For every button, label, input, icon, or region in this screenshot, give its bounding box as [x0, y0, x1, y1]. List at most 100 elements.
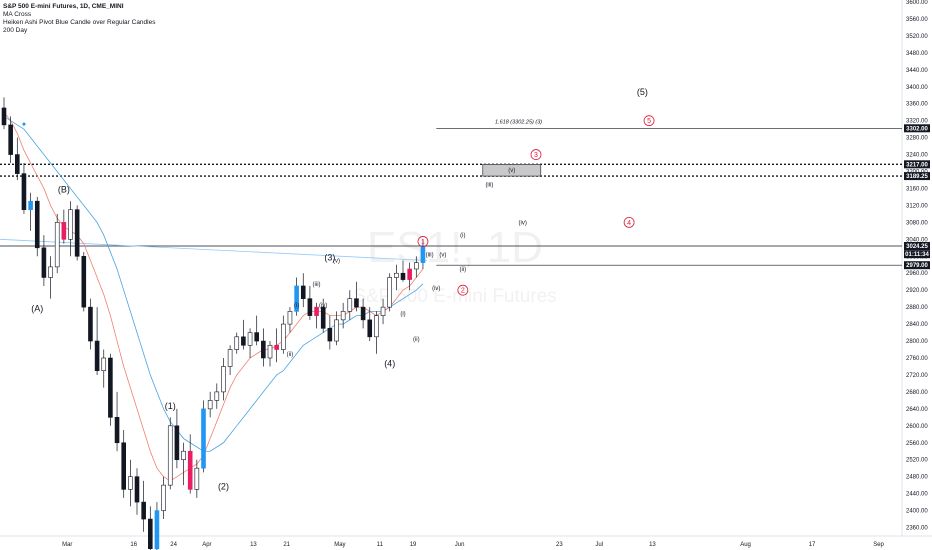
price-axis-tag[interactable]: 3189.25: [904, 172, 930, 181]
circled-wave-label: 5: [643, 115, 655, 127]
candle[interactable]: [374, 311, 379, 354]
indicator-200-day[interactable]: 200 Day: [3, 27, 28, 34]
candle[interactable]: [380, 298, 386, 325]
candle[interactable]: [207, 391, 213, 418]
candle[interactable]: [34, 196, 40, 257]
candle[interactable]: [367, 307, 373, 342]
candle[interactable]: [227, 345, 233, 375]
candle[interactable]: [108, 353, 113, 426]
candle[interactable]: [54, 213, 60, 274]
candle[interactable]: [400, 260, 406, 282]
candle[interactable]: [294, 277, 299, 316]
y-tick-label: 3560.00: [906, 17, 928, 23]
candle-body: [307, 298, 313, 316]
candle[interactable]: [48, 256, 53, 299]
price-axis-tag[interactable]: 01:11:34: [904, 250, 930, 259]
pivot-star-icon: ✦: [21, 120, 28, 129]
candle-body: [380, 306, 386, 316]
circle-marker: [417, 236, 429, 247]
candle[interactable]: [161, 476, 166, 520]
candle[interactable]: [234, 332, 240, 354]
wave-label: (iv): [519, 221, 527, 227]
candle[interactable]: [327, 315, 333, 350]
price-axis-tag[interactable]: 3217.00: [904, 160, 930, 169]
price-axis-tag[interactable]: 3302.00: [904, 124, 930, 132]
candle[interactable]: [167, 417, 173, 490]
candle[interactable]: [267, 341, 273, 367]
candle[interactable]: [1, 97, 7, 130]
candle[interactable]: [128, 459, 133, 507]
candle[interactable]: [354, 281, 359, 312]
ma-fast-line[interactable]: [3, 111, 424, 482]
candle[interactable]: [28, 192, 33, 231]
y-tick-label: 2600.00: [906, 424, 928, 430]
candle[interactable]: [347, 290, 353, 320]
candle[interactable]: [181, 442, 186, 486]
candle[interactable]: [247, 328, 253, 358]
wave-label: (iii): [426, 252, 434, 258]
candle[interactable]: [254, 315, 259, 346]
indicator-heiken-ashi[interactable]: Heiken Ashi Pivot Blue Candle over Regul…: [3, 19, 156, 26]
candle[interactable]: [15, 137, 20, 180]
candle[interactable]: [148, 506, 153, 550]
y-tick-label: 2560.00: [906, 441, 928, 447]
candle-body: [334, 319, 339, 342]
candle[interactable]: [134, 468, 140, 515]
candle[interactable]: [261, 328, 266, 367]
candle[interactable]: [221, 358, 226, 401]
candle[interactable]: [187, 434, 193, 494]
candle[interactable]: [154, 502, 160, 550]
price-axis-tag[interactable]: 2979.00: [904, 261, 930, 270]
candle[interactable]: [394, 264, 399, 291]
candle[interactable]: [201, 400, 206, 473]
candle[interactable]: [241, 319, 246, 350]
y-tick-label: 2760.00: [906, 356, 928, 362]
ma-200-line[interactable]: [0, 238, 427, 261]
candle[interactable]: [214, 383, 220, 409]
candle[interactable]: [74, 205, 80, 261]
candle[interactable]: [407, 262, 412, 291]
candle[interactable]: [174, 408, 180, 469]
ma-slow-line[interactable]: [3, 116, 424, 452]
candle-body: [174, 425, 180, 461]
candle[interactable]: [274, 328, 279, 363]
candle[interactable]: [41, 235, 47, 286]
candle[interactable]: [320, 298, 326, 333]
target-zone-box[interactable]: [482, 164, 542, 177]
indicator-ma-cross[interactable]: MA Cross: [3, 11, 32, 18]
candle[interactable]: [81, 252, 87, 312]
x-tick-label: 24: [170, 542, 177, 548]
candle[interactable]: [121, 430, 126, 498]
candle[interactable]: [340, 302, 346, 329]
candle[interactable]: [8, 116, 13, 164]
candle[interactable]: [68, 201, 73, 257]
candle[interactable]: [101, 349, 107, 388]
y-tick-label: 2440.00: [906, 492, 928, 498]
candle[interactable]: [300, 273, 306, 308]
candle[interactable]: [21, 163, 27, 214]
candle[interactable]: [314, 302, 319, 329]
candle[interactable]: [287, 307, 293, 333]
candle[interactable]: [141, 480, 146, 532]
candle[interactable]: [280, 315, 286, 354]
candle-body: [68, 209, 73, 240]
candle[interactable]: [360, 298, 366, 329]
candle-body: [387, 277, 393, 308]
candle[interactable]: [114, 391, 120, 452]
candle[interactable]: [334, 311, 339, 346]
candle[interactable]: [61, 209, 67, 244]
candle[interactable]: [94, 307, 100, 375]
candle[interactable]: [194, 459, 200, 498]
y-tick-label: 2400.00: [906, 509, 928, 515]
candle[interactable]: [88, 298, 93, 350]
price-axis-tag[interactable]: 3024.25: [904, 242, 930, 251]
candle[interactable]: [413, 256, 419, 278]
candle[interactable]: [387, 273, 393, 312]
price-axis[interactable]: [902, 0, 932, 550]
candle-body: [280, 323, 286, 350]
candle-body: [48, 266, 53, 278]
price-tag-label: 3217.00: [906, 162, 928, 168]
candle[interactable]: [307, 285, 313, 320]
wave-label: (B): [58, 185, 70, 195]
